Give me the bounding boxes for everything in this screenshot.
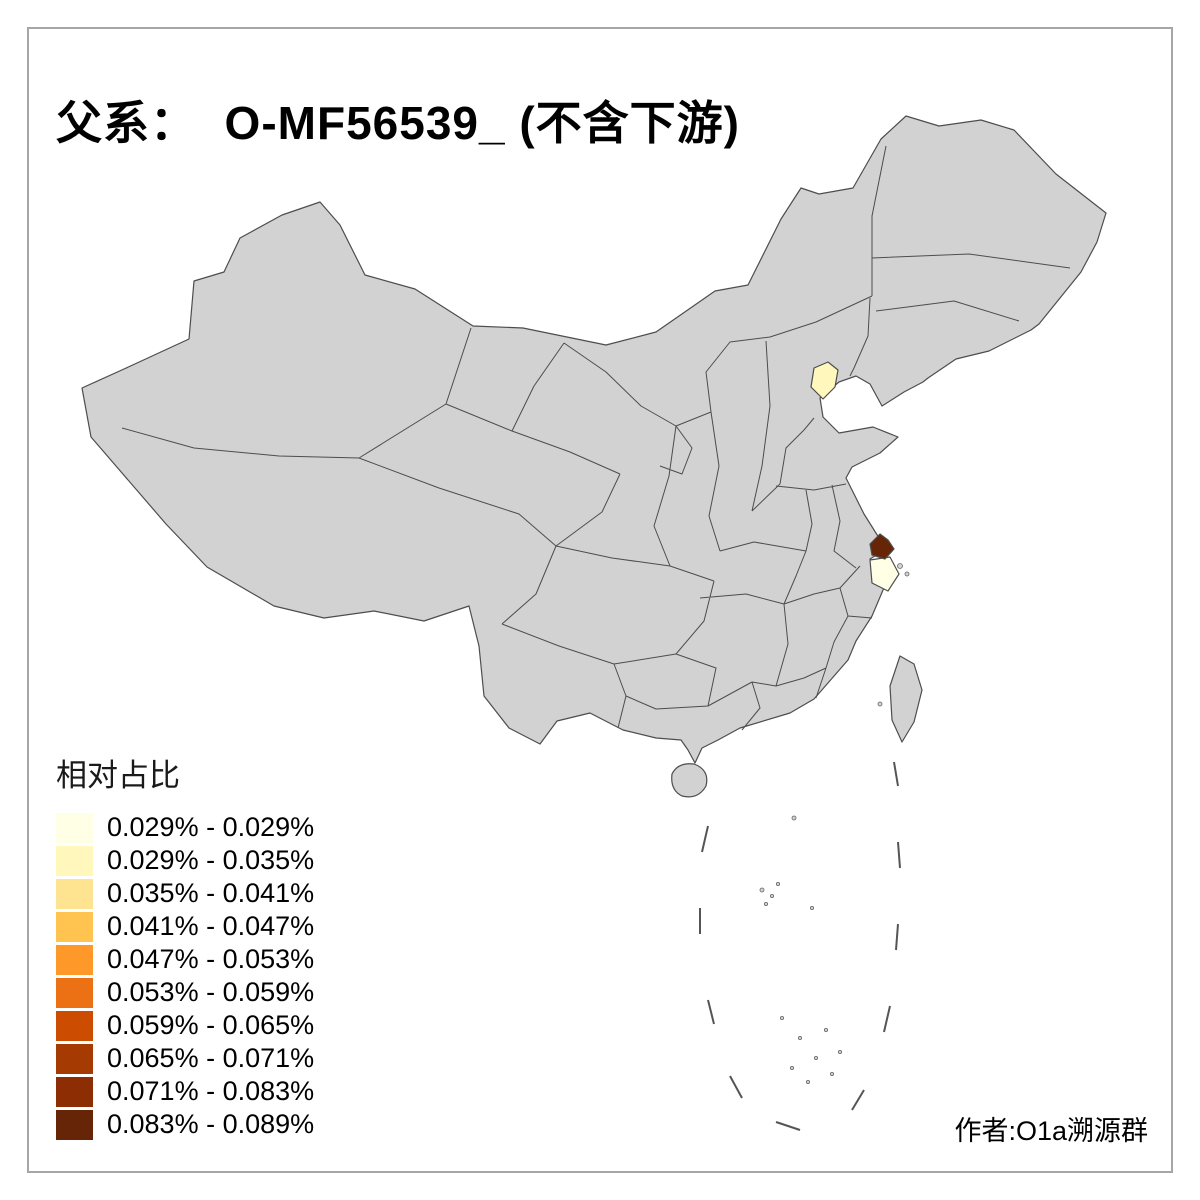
legend-label: 0.083% - 0.089% [107, 1109, 315, 1139]
hainan-island [671, 763, 708, 798]
taiwan-island [889, 655, 923, 743]
legend-title: 相对占比 [56, 758, 180, 793]
legend-label: 0.053% - 0.059% [107, 977, 315, 1007]
legend-label: 0.041% - 0.047% [107, 911, 315, 941]
legend-label: 0.071% - 0.083% [107, 1076, 315, 1106]
shanghai-region [869, 533, 895, 560]
legend-swatch [56, 1043, 93, 1074]
legend-row: 0.053% - 0.059% [56, 976, 314, 1009]
legend-row: 0.029% - 0.029% [56, 811, 314, 844]
legend-label: 0.065% - 0.071% [107, 1043, 315, 1073]
legend-row: 0.029% - 0.035% [56, 844, 314, 877]
legend: 相对占比 0.029% - 0.029% 0.029% - 0.035% 0.0… [56, 750, 314, 1141]
legend-label: 0.047% - 0.053% [107, 944, 315, 974]
legend-swatch [56, 1076, 93, 1107]
beijing-region [810, 361, 839, 400]
legend-swatch [56, 911, 93, 942]
china-mainland [81, 115, 1107, 764]
nine-dash-line [699, 761, 901, 1131]
legend-row: 0.059% - 0.065% [56, 1009, 314, 1042]
legend-row: 0.065% - 0.071% [56, 1042, 314, 1075]
legend-swatch [56, 1109, 93, 1140]
province-borders [121, 145, 1071, 731]
legend-row: 0.047% - 0.053% [56, 943, 314, 976]
legend-row: 0.071% - 0.083% [56, 1075, 314, 1108]
legend-row: 0.041% - 0.047% [56, 910, 314, 943]
legend-label: 0.059% - 0.065% [107, 1010, 315, 1040]
legend-row: 0.035% - 0.041% [56, 877, 314, 910]
legend-swatch [56, 1010, 93, 1041]
legend-swatch [56, 845, 93, 876]
legend-swatch [56, 944, 93, 975]
legend-swatch [56, 878, 93, 909]
legend-label: 0.029% - 0.029% [107, 812, 315, 842]
island-specks [759, 563, 910, 1085]
legend-swatch [56, 977, 93, 1008]
legend-label: 0.029% - 0.035% [107, 845, 315, 875]
attribution: 作者:O1a溯源群 [954, 1116, 1148, 1146]
page-title: 父系： O-MF56539_ (不含下游) [56, 96, 740, 149]
legend-row: 0.083% - 0.089% [56, 1108, 314, 1141]
legend-swatch [56, 812, 93, 843]
legend-label: 0.035% - 0.041% [107, 878, 315, 908]
